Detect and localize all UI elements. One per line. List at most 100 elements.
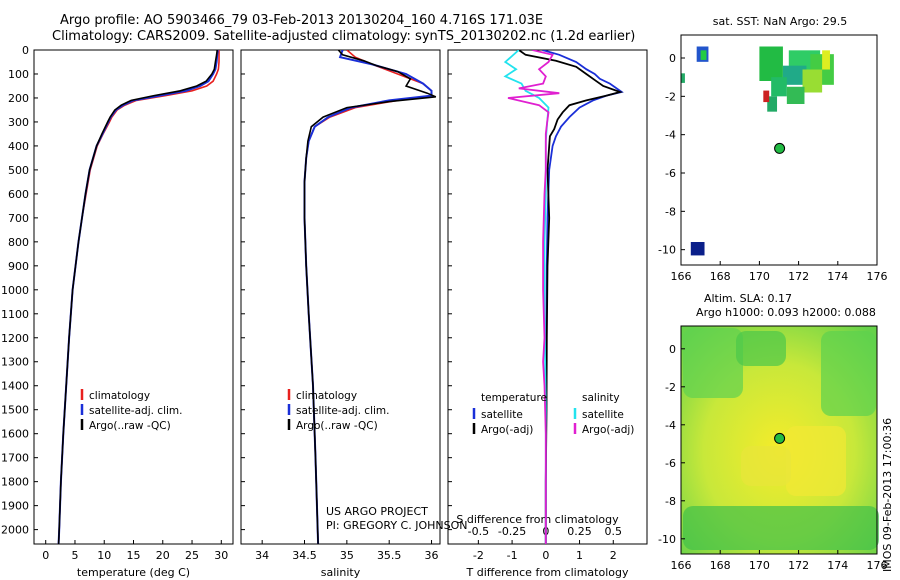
series-line-argo bbox=[518, 50, 624, 544]
sst-cell bbox=[822, 50, 830, 70]
legend-label: Argo(..raw -QC) bbox=[296, 420, 378, 432]
legend-label: satellite-adj. clim. bbox=[296, 405, 389, 417]
depth-tick-label: 200 bbox=[8, 92, 29, 105]
x-tick-label: 0 bbox=[542, 549, 549, 562]
depth-tick-label: 700 bbox=[8, 212, 29, 225]
lat-tick-label: -10 bbox=[658, 533, 676, 546]
difference-panel: -2 -1 0 1 2-0.5 -0.25 0 0.25 0.5S difference fro… bbox=[447, 49, 648, 579]
difference-frame bbox=[447, 49, 648, 545]
g-sla-frame bbox=[680, 325, 878, 555]
lon-tick-label: 172 bbox=[788, 559, 809, 572]
legend-label: satellite bbox=[481, 409, 523, 421]
x-tick-label: 35.5 bbox=[377, 549, 402, 562]
credit-line1: US ARGO PROJECT bbox=[326, 505, 428, 518]
lon-tick-label: 166 bbox=[671, 270, 692, 283]
lon-tick-label: 170 bbox=[749, 559, 770, 572]
sla-patch bbox=[786, 426, 846, 496]
s-tick-label: -0.25 bbox=[498, 525, 526, 538]
x-tick-label: 36 bbox=[425, 549, 439, 562]
series-line-sal_argo bbox=[507, 50, 560, 544]
s-tick-label: 0.5 bbox=[605, 525, 623, 538]
figure-title-line1: Argo profile: AO 5903466_79 03-Feb-2013 … bbox=[60, 13, 544, 28]
sla-map-title-line1: Altim. SLA: 0.17 bbox=[704, 292, 792, 305]
g-temp-frame bbox=[33, 49, 234, 545]
series-line-sal_satellite bbox=[503, 50, 550, 544]
sla-patch bbox=[736, 331, 786, 366]
lat-tick-label: -4 bbox=[665, 129, 676, 142]
depth-tick-label: 1700 bbox=[1, 452, 29, 465]
lat-tick-label: 0 bbox=[669, 52, 676, 65]
sst-cell bbox=[681, 73, 685, 83]
legend-label: Argo(-adj) bbox=[582, 424, 634, 436]
depth-tick-label: 1300 bbox=[1, 356, 29, 369]
depth-tick-label: 600 bbox=[8, 188, 29, 201]
sst-cell bbox=[802, 69, 823, 93]
series-line-argo bbox=[303, 50, 437, 544]
x-tick-label: -1 bbox=[507, 549, 518, 562]
lon-tick-label: 172 bbox=[788, 270, 809, 283]
depth-tick-label: 900 bbox=[8, 260, 29, 273]
x-tick-label: 20 bbox=[156, 549, 170, 562]
legend-label: Argo(-adj) bbox=[481, 424, 533, 436]
sla-patch bbox=[683, 506, 879, 550]
x-tick-label: 34.5 bbox=[292, 549, 317, 562]
depth-tick-label: 100 bbox=[8, 68, 29, 81]
depth-tick-label: 800 bbox=[8, 236, 29, 249]
x-tick-label: -2 bbox=[473, 549, 484, 562]
lon-tick-label: 170 bbox=[749, 270, 770, 283]
x-tick-label: 30 bbox=[214, 549, 228, 562]
x-tick-label: 10 bbox=[97, 549, 111, 562]
sst-cell bbox=[771, 77, 787, 97]
depth-tick-label: 500 bbox=[8, 164, 29, 177]
lon-tick-label: 176 bbox=[867, 270, 888, 283]
sst-cell bbox=[759, 46, 783, 81]
x-axis-label: T difference from climatology bbox=[466, 566, 629, 579]
legend-label: satellite-adj. clim. bbox=[89, 405, 182, 417]
sst-cell bbox=[782, 65, 807, 85]
lon-tick-label: 176 bbox=[867, 559, 888, 572]
legend-label: climatology bbox=[89, 390, 150, 402]
x-tick-label: 5 bbox=[71, 549, 78, 562]
sla-patch bbox=[821, 331, 876, 416]
depth-tick-label: 1600 bbox=[1, 428, 29, 441]
x-axis-label: temperature (deg C) bbox=[77, 566, 190, 579]
depth-tick-label: 2000 bbox=[1, 524, 29, 537]
depth-tick-label: 0 bbox=[22, 44, 29, 57]
series-group bbox=[57, 50, 220, 544]
sla-patch bbox=[741, 446, 791, 486]
sla-patch bbox=[683, 328, 743, 398]
x-tick-label: 2 bbox=[610, 549, 617, 562]
depth-tick-label: 1500 bbox=[1, 404, 29, 417]
figure-title-line2: Climatology: CARS2009. Satellite-adjuste… bbox=[52, 29, 636, 44]
lat-tick-label: -10 bbox=[658, 244, 676, 257]
salinity-panel: 34 34.5 35 35.5 36 salinity climatology satelli… bbox=[240, 49, 441, 579]
x-tick-label: 1 bbox=[576, 549, 583, 562]
sla-map-title-line2: Argo h1000: 0.093 h2000: 0.088 bbox=[696, 306, 876, 319]
argo-position-marker bbox=[774, 432, 786, 444]
temperature-panel: 0100200300400500600700800900100011001200… bbox=[1, 44, 234, 579]
series-line-satellite bbox=[303, 50, 433, 544]
lon-tick-label: 166 bbox=[671, 559, 692, 572]
sst-cell bbox=[767, 96, 778, 112]
series-group bbox=[303, 50, 437, 544]
legend-title-salinity: salinity bbox=[582, 392, 620, 404]
depth-tick-label: 1400 bbox=[1, 380, 29, 393]
g-sst-frame bbox=[680, 34, 878, 266]
sst-cell bbox=[700, 50, 707, 60]
series-line-climatology bbox=[303, 50, 433, 544]
sst-cell bbox=[690, 242, 705, 256]
timestamp-label: IMOS 09-Feb-2013 17:00:36 bbox=[881, 417, 894, 572]
depth-tick-label: 300 bbox=[8, 116, 29, 129]
s-axis-label: S difference from climatology bbox=[456, 513, 619, 526]
x-axis-label: salinity bbox=[321, 566, 361, 579]
depth-tick-label: 1100 bbox=[1, 308, 29, 321]
depth-tick-label: 1800 bbox=[1, 476, 29, 489]
s-tick-label: 0.25 bbox=[567, 525, 592, 538]
series-line-argo bbox=[57, 50, 218, 544]
lat-tick-label: -2 bbox=[665, 90, 676, 103]
lat-tick-label: -6 bbox=[665, 457, 676, 470]
lon-tick-label: 174 bbox=[827, 270, 848, 283]
lat-tick-label: 0 bbox=[669, 343, 676, 356]
